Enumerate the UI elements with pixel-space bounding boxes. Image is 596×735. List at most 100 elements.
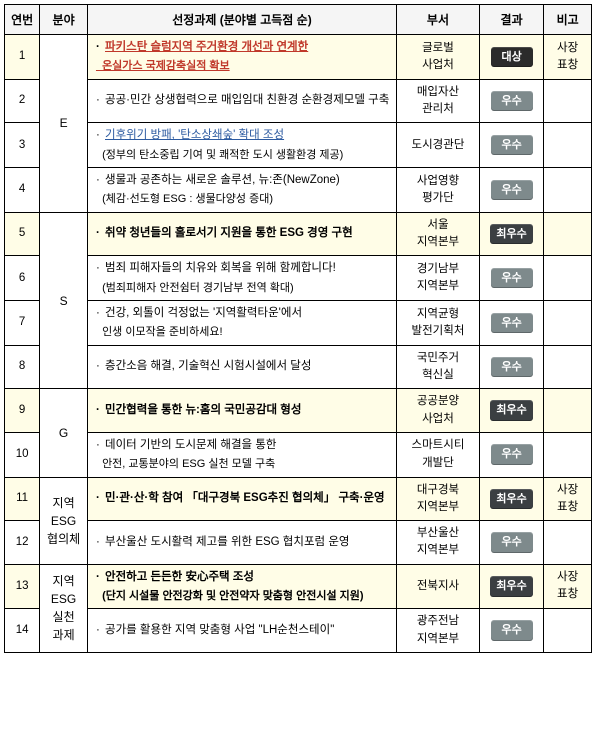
row-no: 13 — [5, 564, 40, 609]
bullet-icon: · — [96, 360, 100, 372]
col-result: 결과 — [479, 5, 543, 35]
result-cell: 우수 — [479, 256, 543, 301]
result-cell: 우수 — [479, 301, 543, 346]
result-cell: 우수 — [479, 345, 543, 389]
table-row: 4· 생물과 공존하는 새로운 솔루션, 뉴:존(NewZone) (체감·선도… — [5, 168, 592, 213]
note-cell: 사장표창 — [544, 564, 592, 609]
task-cell: · 부산울산 도시활력 제고를 위한 ESG 협치포럼 운영 — [87, 521, 396, 565]
task-sub: (단지 시설물 안전강화 및 안전약자 맞춤형 안전시설 지원) — [96, 588, 390, 605]
row-no: 12 — [5, 521, 40, 565]
row-no: 7 — [5, 301, 40, 346]
bullet-icon: · — [96, 129, 100, 141]
task-sub: 안전, 교통분야의 ESG 실천 모델 구축 — [96, 456, 390, 473]
table-row: 6 · 범죄 피해자들의 치유와 회복을 위해 함께합니다! (범죄피해자 안전쉼… — [5, 256, 592, 301]
note-cell: 사장표창 — [544, 35, 592, 80]
dept-cell: 글로벌사업처 — [397, 35, 480, 80]
result-cell: 최우수 — [479, 477, 543, 521]
result-badge: 최우수 — [490, 576, 532, 597]
table-row: 2· 공공·민간 상생협력으로 매입임대 친환경 순환경제모델 구축매입자산관리… — [5, 79, 592, 123]
result-badge: 우수 — [491, 357, 533, 378]
result-badge: 최우수 — [490, 224, 532, 245]
task-cell: · 안전하고 든든한 安心주택 조성 (단지 시설물 안전강화 및 안전약자 맞… — [87, 564, 396, 609]
task-main: 안전하고 든든한 安心주택 조성 — [105, 571, 254, 583]
task-sub: (정부의 탄소중립 기여 및 쾌적한 도시 생활환경 제공) — [96, 147, 390, 164]
bullet-icon: · — [96, 404, 100, 416]
col-field: 분야 — [40, 5, 88, 35]
result-cell: 대상 — [479, 35, 543, 80]
task-cell: · 민간협력을 통한 뉴:홈의 국민공감대 형성 — [87, 389, 396, 433]
table-row: 12· 부산울산 도시활력 제고를 위한 ESG 협치포럼 운영부산울산지역본부… — [5, 521, 592, 565]
bullet-icon: · — [96, 94, 100, 106]
result-cell: 최우수 — [479, 389, 543, 433]
table-row: 14· 공가를 활용한 지역 맞춤형 사업 "LH순천스테이"광주전남지역본부우… — [5, 609, 592, 653]
row-no: 11 — [5, 477, 40, 521]
result-badge: 우수 — [491, 91, 533, 112]
task-cell: · 범죄 피해자들의 치유와 회복을 위해 함께합니다! (범죄피해자 안전쉼터… — [87, 256, 396, 301]
table-row: 5S· 취약 청년들의 홀로서기 지원을 통한 ESG 경영 구현서울지역본부최… — [5, 212, 592, 256]
task-cell: · 공공·민간 상생협력으로 매입임대 친환경 순환경제모델 구축 — [87, 79, 396, 123]
row-no: 6 — [5, 256, 40, 301]
note-cell — [544, 301, 592, 346]
task-main: 생물과 공존하는 새로운 솔루션, 뉴:존(NewZone) — [105, 174, 340, 186]
result-cell: 우수 — [479, 123, 543, 168]
task-sub: 인생 이모작을 준비하세요! — [96, 324, 390, 341]
task-cell: · 민·관·산·학 참여 「대구경북 ESG추진 협의체」 구축·운영 — [87, 477, 396, 521]
result-cell: 최우수 — [479, 212, 543, 256]
bullet-icon: · — [96, 227, 100, 239]
table-row: 1E· 파키스탄 슬럼지역 주거환경 개선과 연계한 온실가스 국제감축실적 확… — [5, 35, 592, 80]
bullet-icon: · — [96, 439, 100, 451]
col-task: 선정과제 (분야별 고득점 순) — [87, 5, 396, 35]
result-cell: 우수 — [479, 168, 543, 213]
result-cell: 우수 — [479, 521, 543, 565]
task-main: 민·관·산·학 참여 「대구경북 ESG추진 협의체」 구축·운영 — [105, 492, 385, 504]
row-no: 10 — [5, 432, 40, 477]
task-main: 민간협력을 통한 뉴:홈의 국민공감대 형성 — [105, 404, 301, 416]
dept-cell: 지역균형발전기획처 — [397, 301, 480, 346]
result-cell: 최우수 — [479, 564, 543, 609]
bullet-icon: · — [96, 624, 100, 636]
field-group: E — [40, 35, 88, 213]
dept-cell: 도시경관단 — [397, 123, 480, 168]
table-row: 10· 데이터 기반의 도시문제 해결을 통한 안전, 교통분야의 ESG 실천… — [5, 432, 592, 477]
task-main: 범죄 피해자들의 치유와 회복을 위해 함께합니다! — [105, 262, 336, 274]
dept-cell: 대구경북지역본부 — [397, 477, 480, 521]
task-cell: · 공가를 활용한 지역 맞춤형 사업 "LH순천스테이" — [87, 609, 396, 653]
note-cell — [544, 345, 592, 389]
field-group: S — [40, 212, 88, 389]
task-cell: · 층간소음 해결, 기술혁신 시험시설에서 달성 — [87, 345, 396, 389]
table-row: 3· 기후위기 방패, '탄소상쇄숲' 확대 조성 (정부의 탄소중립 기여 및… — [5, 123, 592, 168]
task-sub: (범죄피해자 안전쉼터 경기남부 전역 확대) — [96, 280, 390, 297]
result-badge: 우수 — [491, 180, 533, 201]
task-main: 파키스탄 슬럼지역 주거환경 개선과 연계한 — [105, 41, 308, 53]
row-no: 9 — [5, 389, 40, 433]
dept-cell: 경기남부지역본부 — [397, 256, 480, 301]
note-cell — [544, 521, 592, 565]
note-cell — [544, 256, 592, 301]
table-row: 7 · 건강, 외톨이 걱정없는 '지역활력타운'에서 인생 이모작을 준비하세요… — [5, 301, 592, 346]
dept-cell: 스마트시티개발단 — [397, 432, 480, 477]
row-no: 14 — [5, 609, 40, 653]
col-no: 연번 — [5, 5, 40, 35]
task-main: 공가를 활용한 지역 맞춤형 사업 "LH순천스테이" — [105, 624, 334, 636]
bullet-icon: · — [96, 492, 100, 504]
field-group: G — [40, 389, 88, 477]
bullet-icon: · — [96, 536, 100, 548]
col-dept: 부서 — [397, 5, 480, 35]
bullet-icon: · — [96, 571, 100, 583]
note-cell — [544, 79, 592, 123]
dept-cell: 매입자산관리처 — [397, 79, 480, 123]
result-badge: 대상 — [491, 47, 533, 68]
note-cell — [544, 609, 592, 653]
task-main: 부산울산 도시활력 제고를 위한 ESG 협치포럼 운영 — [105, 536, 349, 548]
bullet-icon: · — [96, 307, 100, 319]
field-group: 지역ESG협의체 — [40, 477, 88, 564]
note-cell: 사장표창 — [544, 477, 592, 521]
dept-cell: 부산울산지역본부 — [397, 521, 480, 565]
field-group: 지역ESG실천과제 — [40, 564, 88, 652]
task-cell: · 기후위기 방패, '탄소상쇄숲' 확대 조성 (정부의 탄소중립 기여 및 … — [87, 123, 396, 168]
note-cell — [544, 212, 592, 256]
result-cell: 우수 — [479, 79, 543, 123]
task-main: 건강, 외톨이 걱정없는 '지역활력타운'에서 — [105, 307, 302, 319]
dept-cell: 서울지역본부 — [397, 212, 480, 256]
result-badge: 최우수 — [490, 489, 532, 510]
